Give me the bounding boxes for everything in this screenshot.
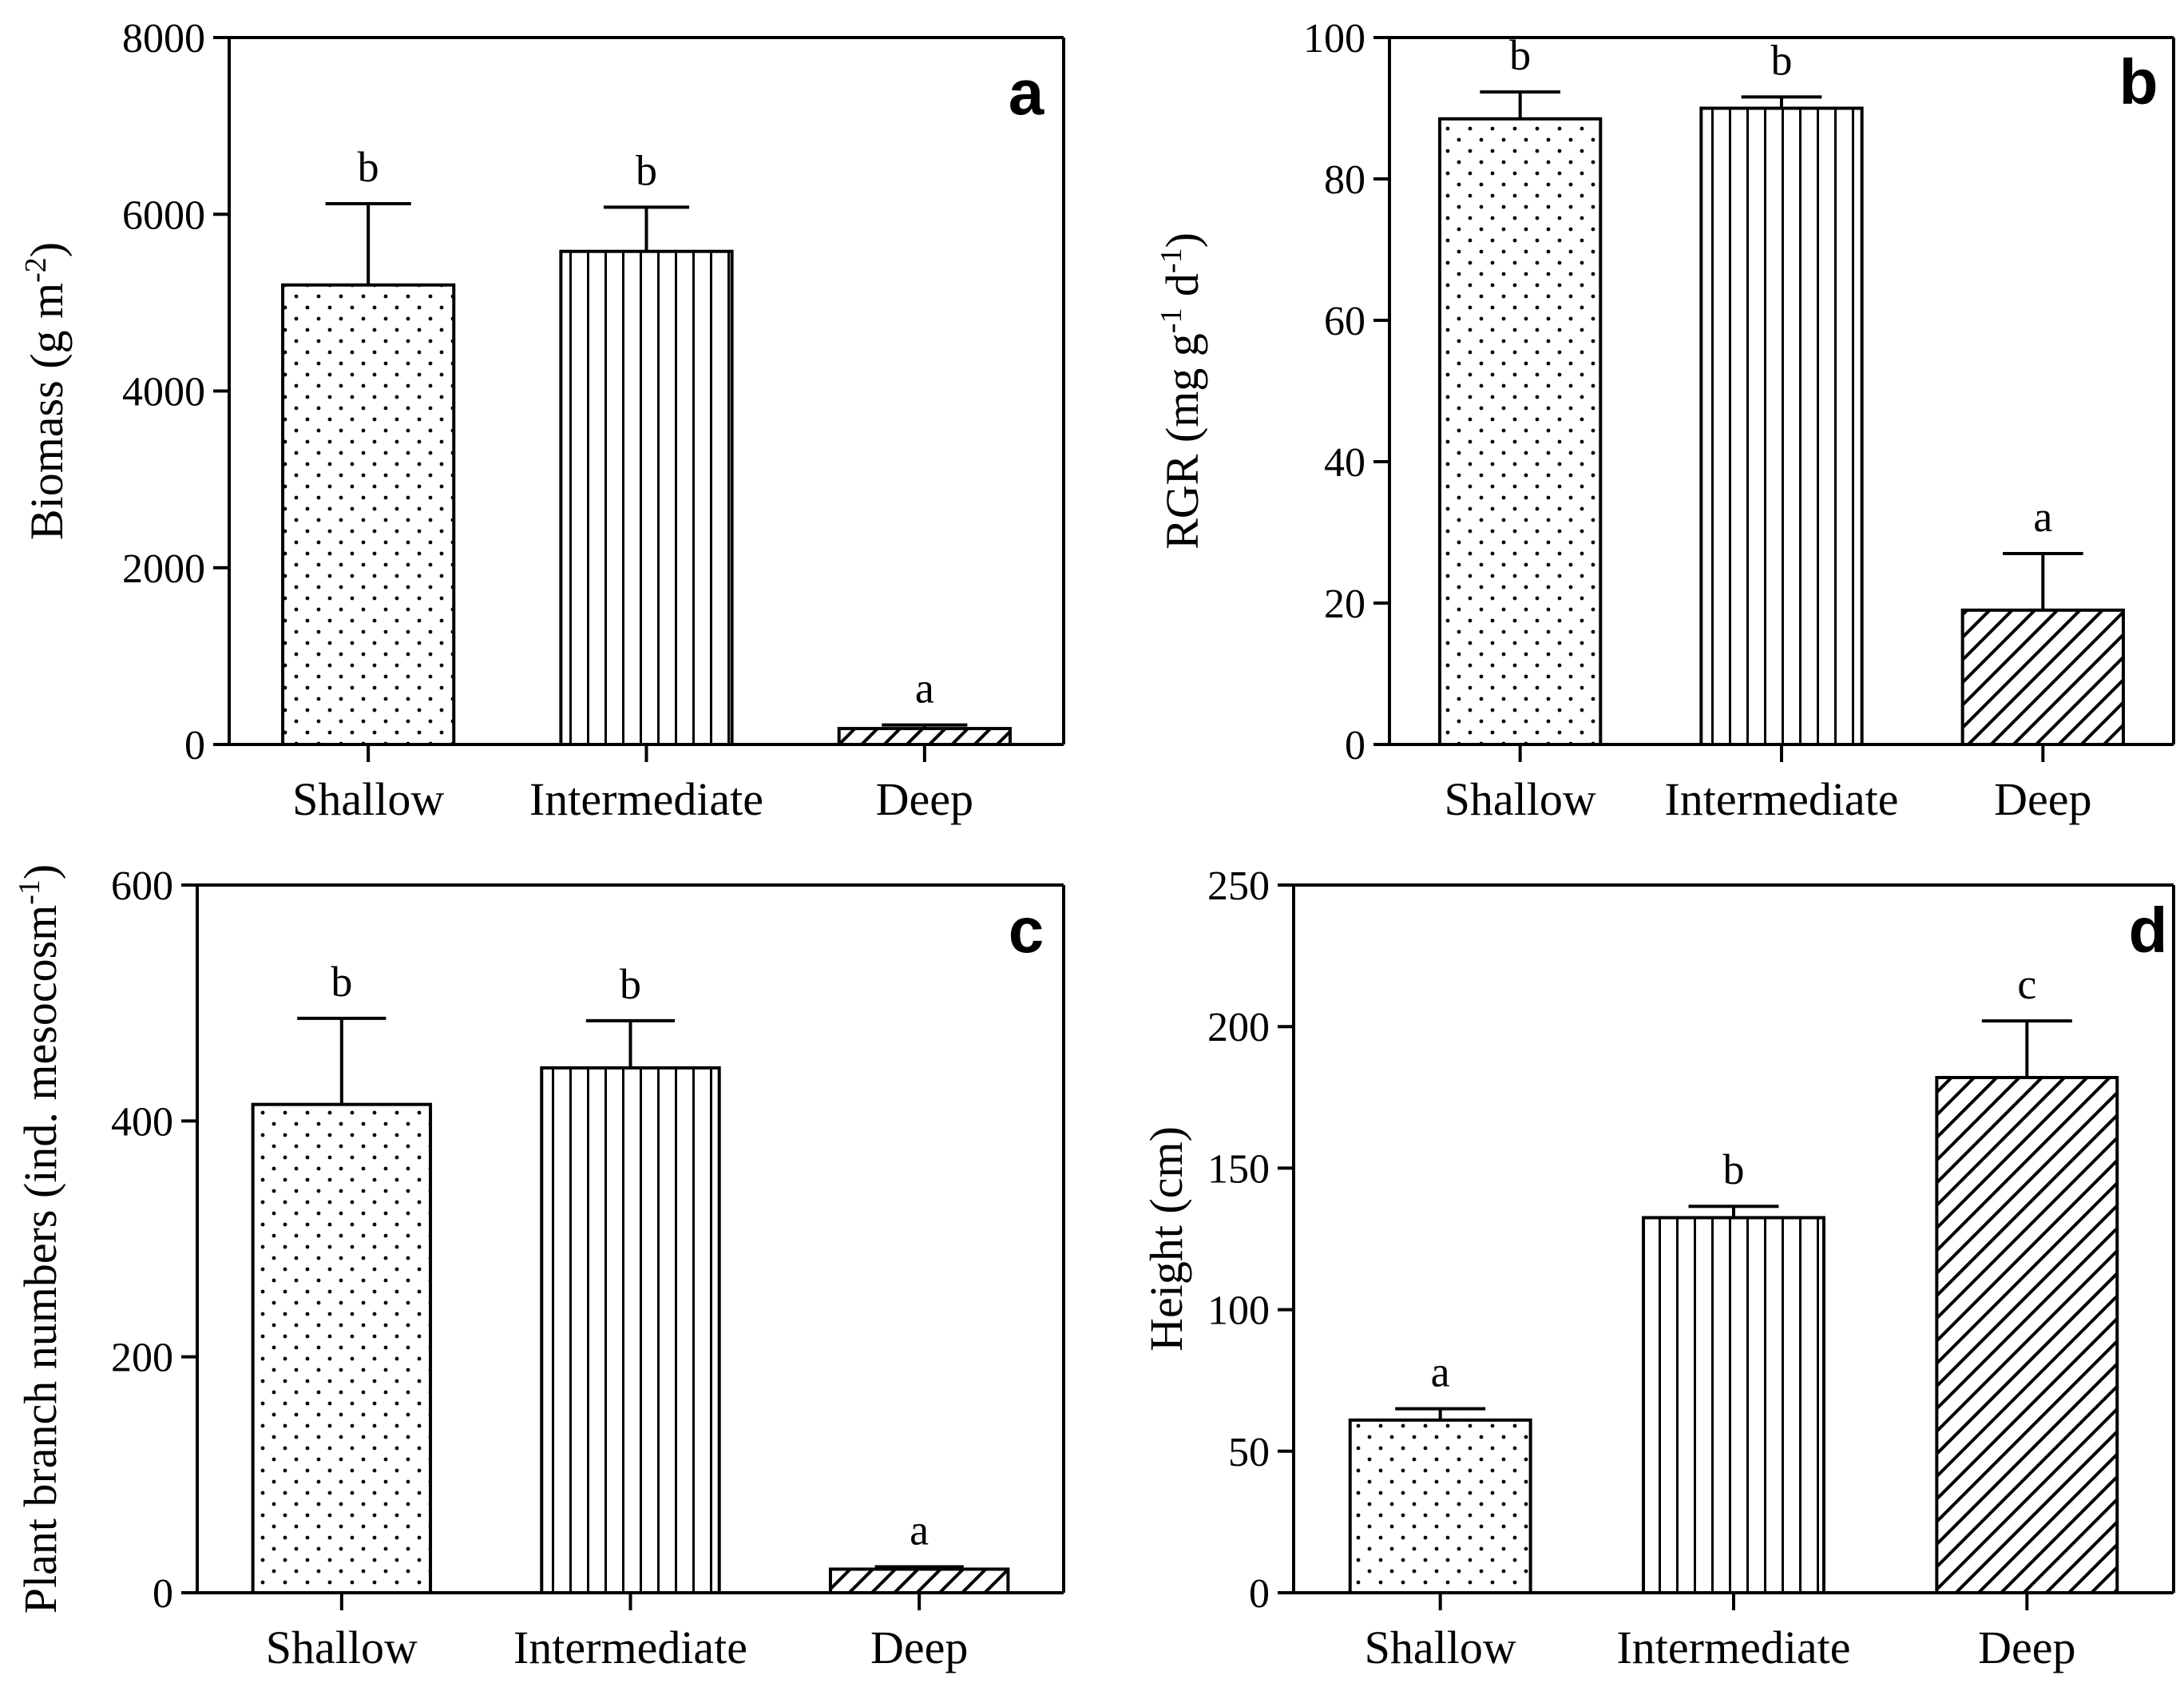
- x-tick-label: Intermediate: [1616, 1622, 1850, 1673]
- bar-deep: [828, 1567, 1010, 1595]
- bar-shallow: [281, 283, 456, 746]
- y-tick-label: 0: [1345, 723, 1365, 768]
- x-tick-label: Shallow: [266, 1622, 418, 1673]
- y-tick-label: 0: [1249, 1571, 1270, 1617]
- x-tick-label: Deep: [1994, 773, 2091, 825]
- x-tick-label: Shallow: [292, 773, 444, 825]
- significance-label: b: [1509, 31, 1531, 79]
- y-tick-label: 80: [1324, 157, 1365, 203]
- y-tick-label: 200: [1207, 1005, 1270, 1050]
- y-axis-title: Biomass (g m-2): [19, 242, 73, 540]
- y-tick-label: 60: [1324, 299, 1365, 344]
- y-tick-label: 150: [1207, 1146, 1270, 1192]
- x-tick-label: Intermediate: [513, 1622, 747, 1673]
- significance-label: b: [636, 146, 657, 194]
- y-tick-label: 100: [1303, 16, 1365, 62]
- significance-label: a: [915, 665, 934, 713]
- significance-label: a: [910, 1506, 929, 1554]
- x-tick-label: Intermediate: [1664, 773, 1898, 825]
- y-tick-label: 200: [111, 1336, 173, 1381]
- y-tick-label: 40: [1324, 440, 1365, 486]
- y-tick-label: 600: [111, 863, 173, 909]
- x-tick-label: Shallow: [1445, 773, 1596, 825]
- x-tick-label: Shallow: [1365, 1622, 1516, 1673]
- panel-a: 0 2000 4000 6000 8000 Shallow b Intermediate b De…: [19, 16, 1065, 825]
- bar-intermediate: [1699, 106, 1864, 746]
- significance-label: a: [2033, 493, 2052, 541]
- bar-shallow: [1438, 117, 1603, 746]
- y-tick-label: 0: [153, 1571, 173, 1617]
- panel-letter: b: [2119, 46, 2158, 117]
- y-axis-title: Height (cm): [1140, 1126, 1192, 1352]
- bar-deep: [1935, 1075, 2119, 1594]
- bar-deep: [837, 727, 1012, 747]
- x-tick-label: Deep: [876, 773, 973, 825]
- panel-letter: a: [1009, 57, 1044, 128]
- significance-label: b: [331, 958, 352, 1006]
- y-tick-label: 400: [111, 1099, 173, 1145]
- bar-intermediate: [1642, 1216, 1825, 1595]
- y-tick-label: 8000: [122, 16, 205, 62]
- significance-label: c: [2017, 960, 2036, 1008]
- y-axis-title: RGR (mg g-1 d-1): [1155, 232, 1208, 550]
- y-tick-label: 100: [1207, 1288, 1270, 1334]
- significance-label: a: [1431, 1348, 1450, 1396]
- y-tick-label: 2000: [122, 546, 205, 592]
- panel-d: 0 50 100 150 200 250 Shallow a Intermediate b Deep…: [1140, 863, 2175, 1673]
- panel-letter: d: [2129, 895, 2168, 966]
- bar-shallow: [251, 1102, 433, 1595]
- bar-intermediate: [540, 1066, 721, 1594]
- y-tick-label: 250: [1207, 863, 1270, 909]
- y-axis-title: Plant branch numbers (ind. mesocosm-1): [13, 864, 66, 1614]
- panel-b: 0 20 40 60 80 100 Shallow b Intermediate b Deep a b R…: [1155, 16, 2175, 825]
- y-tick-label: 4000: [122, 370, 205, 415]
- x-tick-label: Deep: [1978, 1622, 2075, 1673]
- significance-label: b: [620, 960, 641, 1008]
- significance-label: b: [358, 143, 379, 191]
- y-tick-label: 20: [1324, 582, 1365, 627]
- significance-label: b: [1771, 36, 1793, 84]
- panel-letter: c: [1009, 895, 1044, 966]
- y-tick-label: 50: [1228, 1430, 1270, 1475]
- bar-shallow: [1348, 1418, 1532, 1595]
- x-tick-label: Deep: [870, 1622, 968, 1673]
- y-tick-label: 0: [184, 723, 205, 768]
- x-tick-label: Intermediate: [529, 773, 763, 825]
- y-tick-label: 6000: [122, 193, 205, 238]
- bar-intermediate: [559, 249, 734, 746]
- significance-label: b: [1723, 1145, 1745, 1193]
- bar-deep: [1960, 608, 2125, 746]
- panel-c: 0 200 400 600 Shallow b Intermediate b Deep a c Pla…: [13, 863, 1065, 1673]
